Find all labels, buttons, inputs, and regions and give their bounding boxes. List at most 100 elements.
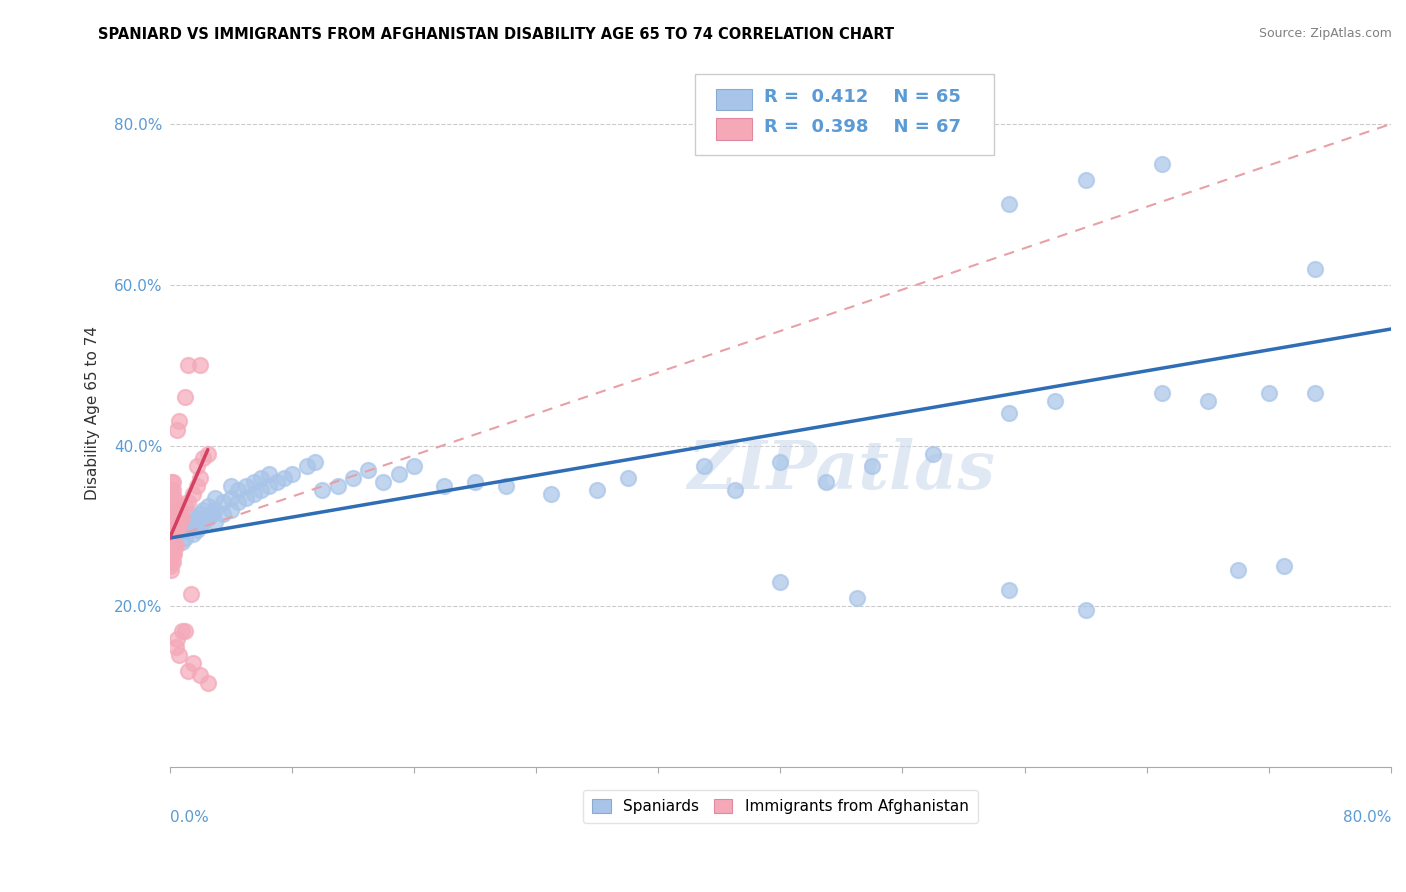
Point: [159, 543, 181, 558]
Point: [1150, 386, 1173, 401]
Point: [1043, 394, 1066, 409]
Point: [1272, 559, 1295, 574]
Point: [165, 523, 187, 537]
Point: [159, 551, 181, 566]
Point: [166, 503, 188, 517]
Point: [193, 503, 215, 517]
Point: [162, 539, 184, 553]
Text: SPANIARD VS IMMIGRANTS FROM AFGHANISTAN DISABILITY AGE 65 TO 74 CORRELATION CHAR: SPANIARD VS IMMIGRANTS FROM AFGHANISTAN …: [98, 27, 894, 42]
Point: [186, 511, 208, 525]
FancyBboxPatch shape: [695, 74, 994, 155]
Point: [1303, 386, 1326, 401]
Point: [181, 527, 204, 541]
Point: [464, 475, 486, 489]
Point: [250, 483, 273, 497]
Point: [181, 487, 204, 501]
Point: [273, 471, 295, 485]
Point: [174, 499, 197, 513]
Point: [402, 458, 425, 473]
Point: [160, 555, 183, 569]
Point: [769, 455, 792, 469]
Point: [159, 535, 181, 549]
Point: [162, 555, 184, 569]
Point: [197, 447, 219, 461]
Point: [304, 455, 326, 469]
Point: [160, 507, 183, 521]
Point: [162, 499, 184, 513]
Point: [165, 539, 187, 553]
Point: [159, 491, 181, 505]
Point: [693, 458, 716, 473]
Point: [162, 523, 184, 537]
Point: [1074, 603, 1097, 617]
Point: [204, 515, 226, 529]
Legend: Spaniards, Immigrants from Afghanistan: Spaniards, Immigrants from Afghanistan: [583, 790, 977, 823]
Point: [188, 507, 211, 521]
Point: [228, 495, 250, 509]
Point: [174, 390, 197, 404]
Point: [163, 507, 186, 521]
Point: [769, 575, 792, 590]
Point: [167, 519, 190, 533]
Point: [160, 547, 183, 561]
Point: [723, 483, 745, 497]
Point: [540, 487, 562, 501]
Point: [495, 479, 517, 493]
Point: [188, 358, 211, 372]
Point: [186, 523, 208, 537]
Text: R =  0.398    N = 67: R = 0.398 N = 67: [765, 118, 962, 136]
Point: [998, 583, 1021, 598]
Point: [162, 547, 184, 561]
Point: [186, 458, 208, 473]
Point: [219, 503, 242, 517]
Point: [212, 495, 235, 509]
Point: [1197, 394, 1219, 409]
Text: R =  0.412    N = 65: R = 0.412 N = 65: [765, 88, 962, 106]
Point: [616, 471, 638, 485]
Point: [193, 450, 215, 465]
Point: [266, 475, 288, 489]
Point: [162, 491, 184, 505]
Point: [166, 632, 188, 646]
Point: [163, 547, 186, 561]
Point: [170, 624, 193, 638]
Point: [193, 515, 215, 529]
Point: [163, 491, 186, 505]
Point: [204, 503, 226, 517]
Point: [166, 423, 188, 437]
Point: [174, 624, 197, 638]
Point: [197, 511, 219, 525]
Point: [860, 458, 883, 473]
Point: [160, 515, 183, 529]
Point: [326, 479, 349, 493]
Point: [998, 406, 1021, 420]
Point: [242, 475, 264, 489]
Point: [815, 475, 838, 489]
Point: [170, 535, 193, 549]
Point: [212, 507, 235, 521]
Text: ZIPatlas: ZIPatlas: [688, 438, 995, 502]
Point: [174, 531, 197, 545]
Point: [174, 523, 197, 537]
Point: [165, 511, 187, 525]
Point: [160, 523, 183, 537]
Point: [159, 523, 181, 537]
Point: [160, 499, 183, 513]
Point: [181, 515, 204, 529]
Point: [177, 519, 200, 533]
Point: [235, 491, 257, 505]
Text: 80.0%: 80.0%: [1343, 810, 1391, 825]
Point: [342, 471, 364, 485]
Point: [242, 487, 264, 501]
Point: [177, 495, 200, 509]
Point: [219, 491, 242, 505]
Point: [1227, 563, 1250, 577]
Point: [235, 479, 257, 493]
Point: [373, 475, 395, 489]
Point: [163, 523, 186, 537]
Point: [177, 664, 200, 678]
Point: [166, 523, 188, 537]
Point: [174, 515, 197, 529]
Point: [167, 507, 190, 521]
Point: [295, 458, 318, 473]
